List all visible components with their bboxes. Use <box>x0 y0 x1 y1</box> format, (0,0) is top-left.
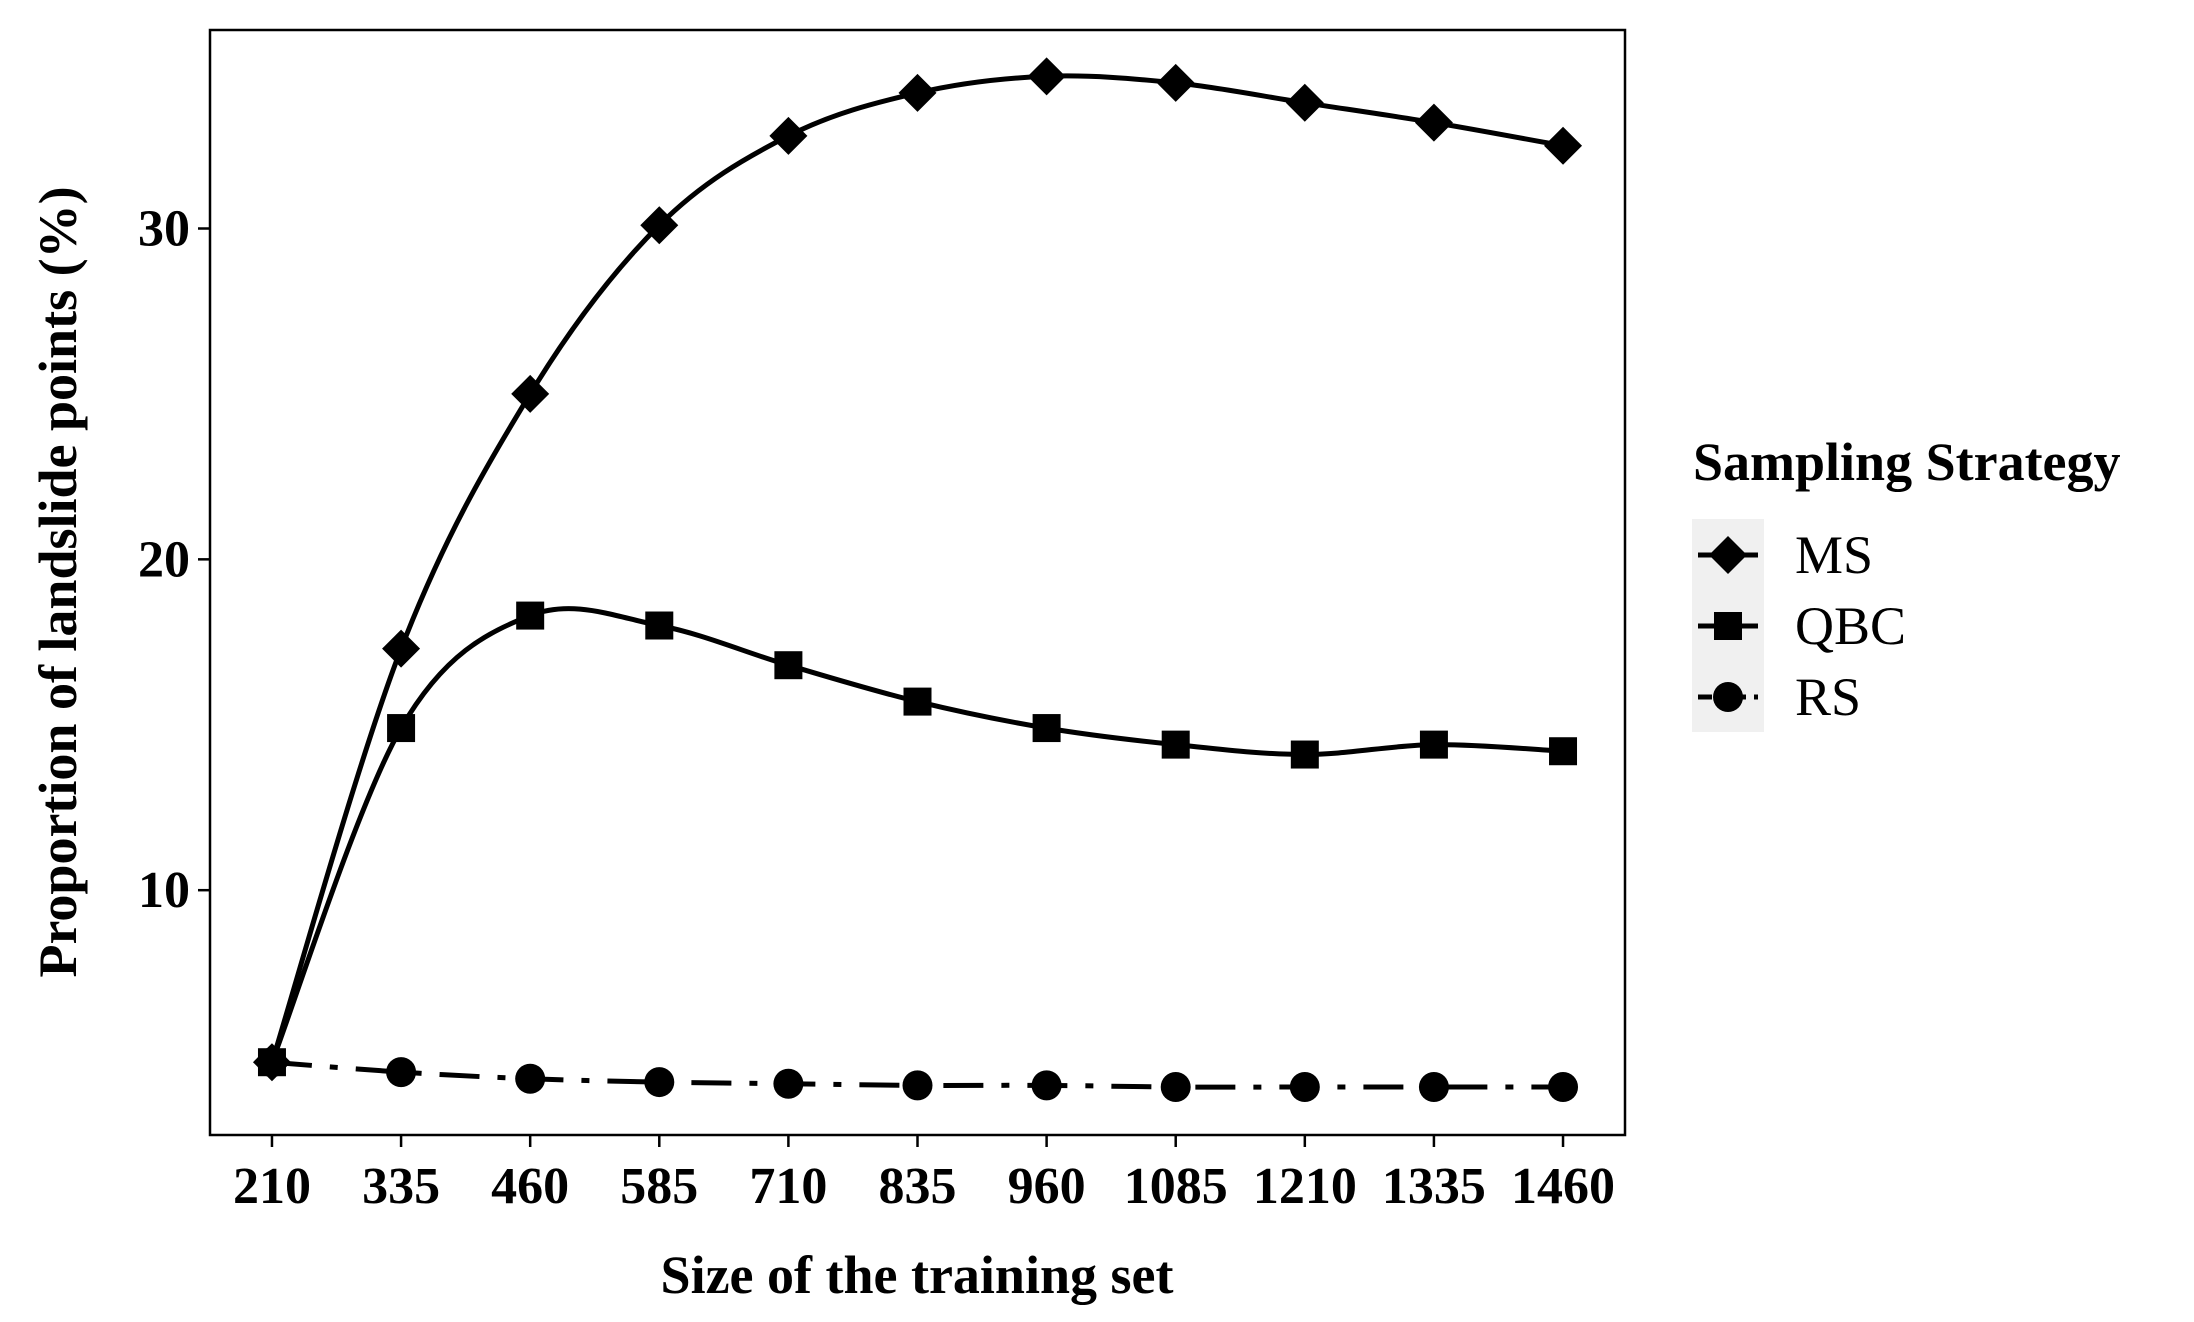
series-qbc-point <box>1419 730 1448 759</box>
y-axis: 10 20 30 <box>138 201 210 919</box>
x-tick-label: 960 <box>1008 1158 1086 1215</box>
legend-key-qbc-marker <box>1714 612 1742 640</box>
legend-items: MS QBC RS <box>1698 525 1906 727</box>
series-rs-point <box>644 1067 675 1098</box>
series-rs-point <box>773 1068 804 1099</box>
series-ms-point <box>382 629 421 668</box>
series-ms-point <box>640 206 679 245</box>
series-rs-point <box>515 1063 546 1094</box>
x-tick-label: 585 <box>620 1158 698 1215</box>
series-ms-point <box>769 116 808 155</box>
y-axis-title: Proportion of landslide points (%) <box>28 186 88 977</box>
legend-label-qbc: QBC <box>1795 596 1906 656</box>
series-ms-point <box>898 73 937 112</box>
x-tick-label: 835 <box>879 1158 957 1215</box>
series-rs-point <box>1031 1070 1062 1101</box>
series-qbc-point <box>903 687 932 716</box>
y-tick-label: 20 <box>138 531 190 588</box>
x-tick-label: 1085 <box>1124 1158 1228 1215</box>
x-tick-label: 1210 <box>1253 1158 1357 1215</box>
series-layer <box>252 57 1583 1103</box>
series-qbc-point <box>1290 740 1319 769</box>
series-qbc-point <box>774 651 803 680</box>
series-rs-point <box>1160 1072 1191 1103</box>
series-rs-point <box>902 1070 933 1101</box>
series-qbc-point <box>1032 714 1061 743</box>
series-rs <box>256 1047 1579 1103</box>
legend-key-rs-marker <box>1713 682 1743 712</box>
series-qbc-point <box>645 611 674 640</box>
series-rs-point <box>1548 1072 1579 1103</box>
panel-border <box>208 28 1627 1137</box>
series-qbc-point <box>387 714 416 743</box>
legend-label-rs: RS <box>1795 667 1861 727</box>
series-ms-point <box>1285 83 1324 122</box>
series-ms-point <box>1156 63 1195 102</box>
x-tick-label: 460 <box>491 1158 569 1215</box>
series-rs-point <box>256 1047 287 1078</box>
series-ms-point <box>1544 126 1583 165</box>
x-tick-label: 210 <box>233 1158 311 1215</box>
y-tick-label: 10 <box>138 862 190 919</box>
series-ms <box>252 57 1583 1082</box>
series-qbc-point <box>1549 737 1578 766</box>
y-tick-label: 30 <box>138 201 190 258</box>
legend: Sampling Strategy MS QBC RS <box>1692 432 2121 732</box>
legend-label-ms: MS <box>1795 525 1873 585</box>
series-rs-point <box>1289 1072 1320 1103</box>
series-rs-point <box>1418 1072 1449 1103</box>
x-tick-label: 1335 <box>1382 1158 1486 1215</box>
series-qbc <box>257 601 1578 1077</box>
legend-key-ms-marker <box>1709 536 1747 574</box>
series-qbc-point <box>1161 730 1190 759</box>
legend-title: Sampling Strategy <box>1693 432 2121 492</box>
series-rs-point <box>386 1057 417 1088</box>
x-tick-label: 710 <box>749 1158 827 1215</box>
series-ms-point <box>1414 103 1453 142</box>
x-tick-label: 1460 <box>1511 1158 1615 1215</box>
x-axis: 210 335 460 585 710 835 960 1085 1210 1335 1460 <box>233 1135 1615 1215</box>
x-axis-title: Size of the training set <box>661 1245 1174 1305</box>
series-ms-point <box>511 374 550 413</box>
series-qbc-point <box>516 601 545 630</box>
series-qbc-line <box>269 606 1564 1064</box>
x-tick-label: 335 <box>362 1158 440 1215</box>
series-ms-point <box>1027 57 1066 96</box>
